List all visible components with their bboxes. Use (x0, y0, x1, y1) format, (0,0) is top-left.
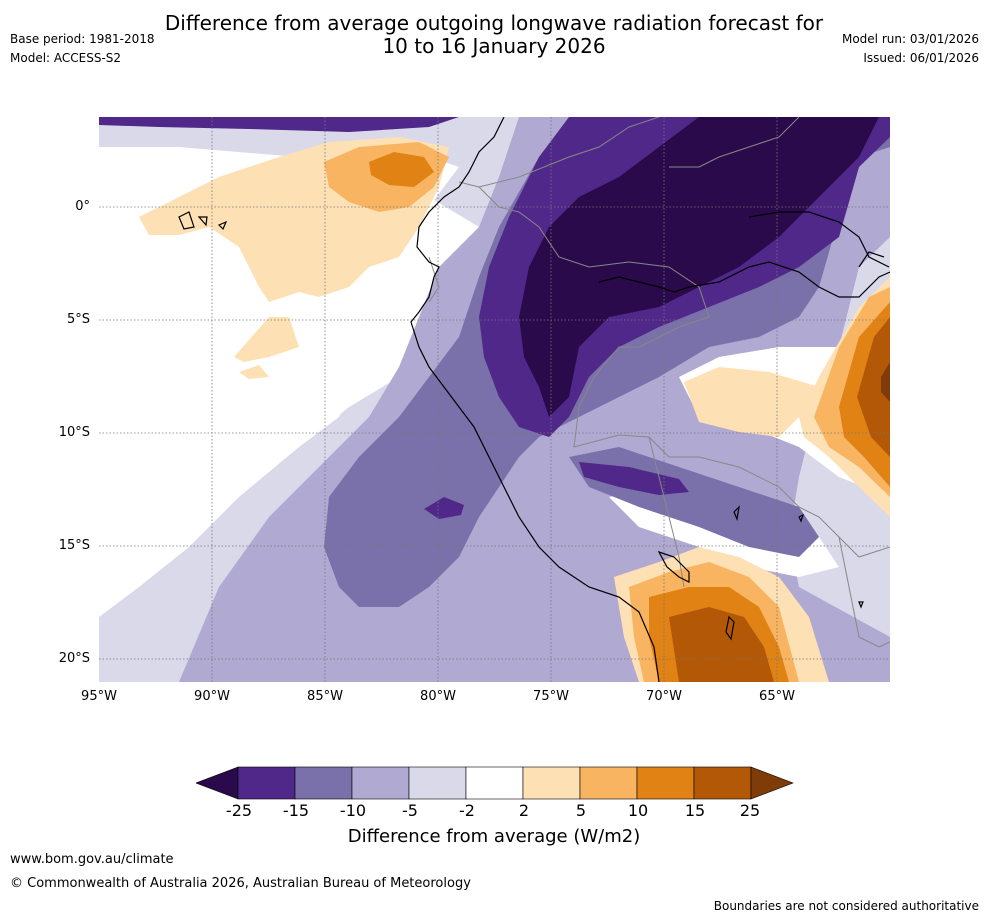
colorbar-segment-6 (522, 766, 581, 800)
lat-label-5s: 5°S (66, 312, 90, 327)
colorbar-tick-1: -25 (225, 801, 253, 820)
colorbar-arrow-high (750, 766, 794, 800)
footer-url: www.bom.gov.au/climate (10, 852, 174, 867)
lon-label-90w: 90°W (194, 689, 230, 704)
lon-label-80w: 80°W (420, 689, 456, 704)
anomaly-region-brown-s (669, 607, 774, 682)
colorbar-segment-3 (351, 766, 410, 800)
colorbar-segment-5 (465, 766, 524, 800)
anomaly-region-light-orange-patch-1 (234, 317, 299, 362)
colorbar-segments (196, 766, 794, 800)
map-title: Difference from average outgoing longwav… (0, 12, 988, 58)
colorbar-tick-9: 15 (684, 801, 706, 820)
title-line-2: 10 to 16 January 2026 (382, 34, 606, 58)
anomaly-region-dark-purple (519, 117, 879, 417)
lon-label-70w: 70°W (646, 689, 682, 704)
anomaly-region-light-orange-patch-2 (239, 365, 269, 379)
colorbar-tick-7: 5 (575, 801, 587, 820)
colorbar-tick-3: -10 (339, 801, 367, 820)
colorbar-segment-9 (693, 766, 752, 800)
anomaly-region-light-orange-e (684, 367, 819, 437)
colorbar-segment-7 (579, 766, 638, 800)
lat-label-0: 0° (75, 199, 90, 214)
coastlines (178, 117, 890, 682)
lat-label-20s: 20°S (58, 651, 90, 666)
colorbar-segment-1 (237, 766, 296, 800)
colorbar-label: Difference from average (W/m2) (347, 826, 641, 847)
colorbar-segment-8 (636, 766, 695, 800)
lon-label-75w: 75°W (533, 689, 569, 704)
anomaly-region-brown-east-edge (857, 317, 890, 457)
colorbar-tick-6: 2 (518, 801, 530, 820)
lat-label-15s: 15°S (58, 538, 90, 553)
colorbar-segment-4 (408, 766, 467, 800)
title-line-1: Difference from average outgoing longwav… (164, 11, 824, 35)
lon-label-65w: 65°W (759, 689, 795, 704)
colorbar-tick-2: -15 (282, 801, 310, 820)
colorbar-arrow-low (196, 766, 239, 800)
colorbar-tick-5: -2 (459, 801, 475, 820)
map-graticule (99, 117, 890, 682)
base-period-text: Base period: 1981-2018 (10, 32, 155, 46)
colorbar-tick-10: 25 (739, 801, 761, 820)
lon-label-95w: 95°W (81, 689, 117, 704)
anomaly-region-purple-patch (424, 497, 464, 519)
model-name-text: Model: ACCESS-S2 (10, 51, 122, 65)
colorbar (196, 766, 794, 800)
footer-copyright: © Commonwealth of Australia 2026, Austra… (10, 876, 471, 891)
footer-disclaimer: Boundaries are not considered authoritat… (713, 899, 979, 913)
anomaly-region-purple-top (99, 117, 459, 132)
lat-label-10s: 10°S (58, 425, 90, 440)
olr-anomaly-map (99, 117, 890, 682)
anomaly-region-darkest-brown-east (881, 362, 890, 402)
model-run-text: Model run: 03/01/2026 (841, 32, 979, 46)
colorbar-tick-8: 10 (627, 801, 649, 820)
lon-label-85w: 85°W (307, 689, 343, 704)
anomaly-region-dark-orange-nw (369, 152, 434, 187)
issued-date-text: Issued: 06/01/2026 (863, 51, 979, 65)
colorbar-segment-2 (294, 766, 353, 800)
country-boundaries (428, 117, 890, 648)
colorbar-tick-4: -5 (402, 801, 418, 820)
